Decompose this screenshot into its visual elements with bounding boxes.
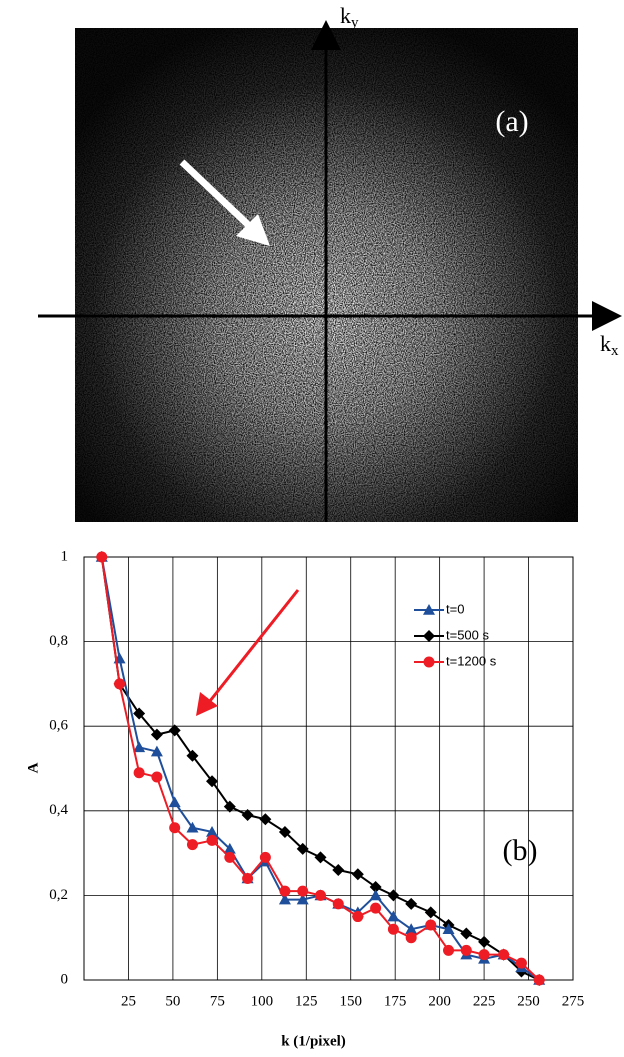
data-point — [314, 889, 326, 901]
data-point — [150, 745, 163, 757]
arrow-annotation — [204, 589, 300, 707]
data-point — [169, 822, 181, 834]
x-tick-label: 125 — [295, 993, 318, 1009]
data-point — [387, 910, 400, 922]
data-point — [114, 678, 126, 690]
legend-marker — [423, 656, 435, 668]
data-point — [498, 949, 510, 961]
legend-label: t=0 — [446, 601, 464, 616]
data-point — [369, 880, 382, 893]
data-point — [133, 707, 146, 720]
data-point — [370, 902, 382, 914]
x-axis-label: k (1/pixel) — [281, 1033, 346, 1049]
data-point — [278, 825, 291, 838]
ky-label: ky — [340, 3, 359, 31]
data-point — [351, 868, 364, 881]
data-point — [533, 974, 545, 986]
x-tick-label: 25 — [121, 993, 136, 1009]
data-point — [259, 813, 272, 826]
data-point — [314, 851, 327, 864]
x-tick-label: 50 — [165, 993, 180, 1009]
spectrum-image — [38, 20, 622, 522]
data-point — [206, 834, 218, 846]
data-point — [297, 885, 309, 897]
annotation: (b) — [503, 834, 538, 867]
y-tick-label: 0,8 — [49, 633, 68, 649]
legend-marker — [423, 630, 435, 642]
data-point — [242, 872, 254, 884]
data-point — [241, 809, 254, 822]
kx-label: kx — [600, 331, 619, 359]
data-point — [206, 825, 219, 837]
data-point — [515, 957, 527, 969]
data-point — [442, 923, 455, 935]
data-point — [387, 889, 400, 902]
data-point — [460, 944, 472, 956]
data-point — [425, 919, 437, 931]
x-tick-label: 275 — [562, 993, 585, 1009]
data-point — [405, 897, 418, 910]
data-point — [223, 800, 236, 813]
x-tick-label: 150 — [339, 993, 362, 1009]
data-point — [443, 944, 455, 956]
data-point — [460, 927, 473, 940]
data-point — [224, 851, 236, 863]
data-point — [405, 923, 418, 935]
x-tick-label: 75 — [210, 993, 225, 1009]
data-point — [296, 842, 309, 855]
data-point — [478, 935, 491, 948]
x-tick-label: 175 — [384, 993, 407, 1009]
x-tick-label: 250 — [517, 993, 540, 1009]
data-point — [168, 724, 181, 737]
data-point — [133, 767, 145, 779]
data-point — [186, 821, 199, 833]
legend-label: t=500 s — [446, 627, 490, 642]
data-point — [96, 551, 108, 563]
x-tick-label: 225 — [473, 993, 496, 1009]
y-tick-label: 0,2 — [49, 887, 68, 903]
data-point — [151, 771, 163, 783]
y-axis-label: A — [25, 762, 41, 773]
y-tick-label: 1 — [61, 548, 69, 564]
x-tick-label: 200 — [428, 993, 451, 1009]
y-tick-label: 0 — [61, 971, 69, 987]
data-point — [332, 898, 344, 910]
y-tick-label: 0,4 — [49, 802, 68, 818]
data-point — [405, 932, 417, 944]
data-point — [387, 923, 399, 935]
legend-label: t=1200 s — [446, 653, 497, 668]
plot-area — [83, 556, 574, 981]
panel-label: (a) — [495, 105, 528, 138]
data-point — [150, 728, 163, 741]
arrow-head — [196, 692, 218, 716]
data-point — [369, 889, 382, 901]
data-point — [168, 796, 181, 808]
data-point — [332, 864, 345, 877]
data-point — [186, 839, 198, 851]
data-point — [478, 949, 490, 961]
data-point — [186, 749, 199, 762]
data-point — [424, 906, 437, 919]
data-point — [279, 885, 291, 897]
data-point — [206, 775, 219, 788]
legend-marker — [423, 604, 435, 615]
data-point — [352, 911, 364, 923]
data-point — [259, 851, 271, 863]
data-point — [133, 741, 146, 753]
x-tick-label: 100 — [251, 993, 274, 1009]
data-point — [278, 893, 291, 905]
data-point — [223, 842, 236, 854]
y-tick-label: 0,6 — [49, 718, 68, 734]
data-point — [296, 893, 309, 905]
